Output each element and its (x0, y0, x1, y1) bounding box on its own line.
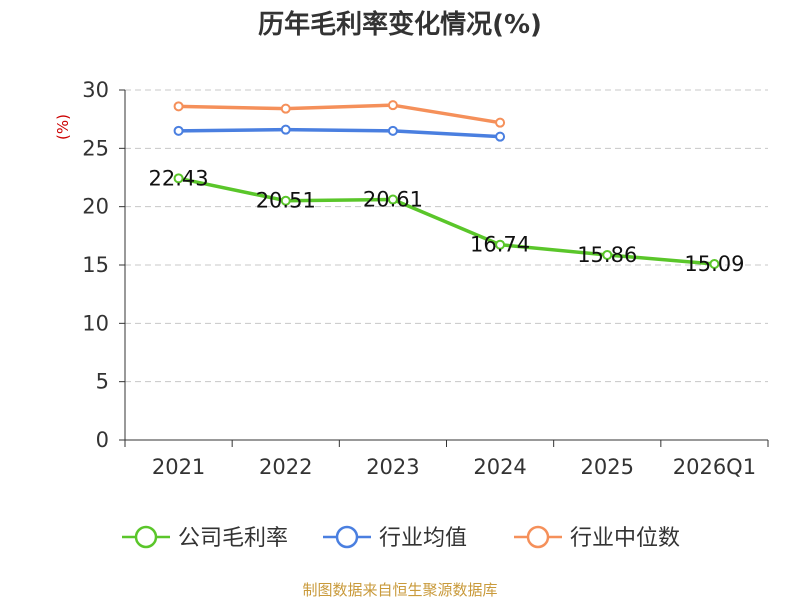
x-tick-label: 2025 (581, 455, 634, 479)
data-point-2-0[interactable] (173, 101, 184, 112)
y-tick-label: 10 (82, 311, 109, 335)
data-point-2-2[interactable] (387, 100, 398, 111)
series-line-2 (176, 103, 502, 125)
legend-item-1[interactable]: 行业均值 (323, 525, 467, 551)
legend-swatch-marker (335, 525, 359, 549)
data-point-0-1[interactable] (280, 195, 291, 206)
data-point-0-4[interactable] (602, 249, 613, 260)
y-tick-label: 20 (82, 195, 109, 219)
y-tick-label: 5 (96, 370, 109, 394)
data-point-0-0[interactable] (173, 173, 184, 184)
data-label: 16.74 (470, 233, 530, 257)
data-point-1-0[interactable] (173, 125, 184, 136)
series-line-1 (176, 127, 502, 139)
legend-swatch-marker (134, 525, 158, 549)
y-tick-label: 30 (82, 78, 109, 102)
chart-title: 历年毛利率变化情况(%) (258, 9, 542, 40)
data-point-1-2[interactable] (387, 125, 398, 136)
legend[interactable]: 公司毛利率 行业均值 行业中位数 (122, 525, 680, 551)
source-note: 制图数据来自恒生聚源数据库 (302, 581, 497, 599)
legend-label: 公司毛利率 (178, 526, 288, 551)
x-tick-label: 2022 (259, 455, 312, 479)
grid-lines (125, 89, 768, 383)
data-point-0-3[interactable] (495, 239, 506, 250)
y-axis-unit-label: (%) (54, 114, 72, 140)
y-tick-label: 0 (96, 428, 109, 452)
x-tick-label: 2024 (473, 455, 526, 479)
legend-label: 行业均值 (379, 526, 467, 551)
data-labels: 22.43 20.51 20.61 16.74 15.86 15.09 (149, 166, 745, 276)
data-point-0-2[interactable] (387, 194, 398, 205)
x-tick-label: 2021 (152, 455, 205, 479)
series-line-0 (176, 176, 717, 266)
y-tick-label: 15 (82, 253, 109, 277)
data-label: 15.09 (684, 252, 744, 276)
data-label: 20.61 (363, 188, 423, 212)
data-point-2-1[interactable] (280, 103, 291, 114)
legend-item-0[interactable]: 公司毛利率 (122, 525, 288, 551)
data-label: 15.86 (577, 243, 637, 267)
x-tick-label: 2026Q1 (673, 455, 756, 479)
legend-swatch-marker (526, 525, 550, 549)
data-label: 20.51 (256, 189, 316, 213)
x-tick-label: 2023 (366, 455, 419, 479)
data-point-1-1[interactable] (280, 124, 291, 135)
legend-label: 行业中位数 (570, 526, 680, 551)
data-point-1-3[interactable] (495, 131, 506, 142)
y-tick-label: 25 (82, 136, 109, 160)
data-label: 22.43 (149, 166, 209, 190)
legend-item-2[interactable]: 行业中位数 (514, 525, 680, 551)
data-point-0-5[interactable] (709, 258, 720, 269)
series-lines (173, 100, 720, 269)
data-point-2-3[interactable] (495, 117, 506, 128)
